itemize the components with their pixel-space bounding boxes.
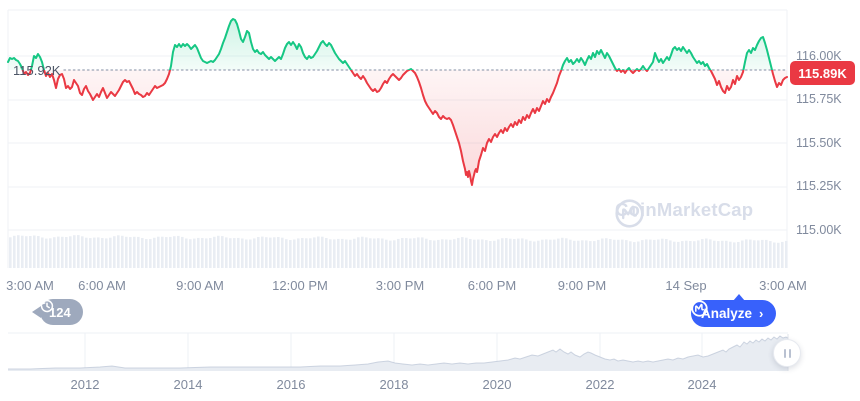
history-count: 124 xyxy=(49,304,71,320)
price-area-green xyxy=(8,19,787,70)
x-axis-label-6am: 6:00 AM xyxy=(78,278,126,293)
y-axis-label-116-00k: 116.00K xyxy=(796,49,842,63)
y-axis-label-115-75k: 115.75K xyxy=(796,92,842,106)
y-axis-label-115-00k: 115.00K xyxy=(796,223,842,237)
x-axis-label-3am-2: 3:00 AM xyxy=(759,278,807,293)
x-axis-label-6pm: 6:00 PM xyxy=(467,278,517,293)
pause-icon xyxy=(783,348,786,358)
timeline-minimap-topline xyxy=(8,335,789,370)
price-line-red xyxy=(21,70,788,186)
pause-icon xyxy=(788,348,791,358)
price-area-red xyxy=(8,70,787,185)
timeline-drag-handle[interactable] xyxy=(773,339,801,367)
year-label-2024: 2024 xyxy=(687,377,717,392)
year-label-2014: 2014 xyxy=(173,377,203,392)
history-clock-icon xyxy=(40,299,54,313)
analyze-label: Analyze xyxy=(701,306,753,321)
current-price-badge: 115.89K xyxy=(790,61,855,85)
analyze-logo-icon xyxy=(691,300,708,317)
timeline-minimap-area[interactable] xyxy=(8,336,788,371)
watermark: CoinMarketCap xyxy=(615,199,754,228)
x-axis-label-9am: 9:00 AM xyxy=(176,278,224,293)
year-label-2018: 2018 xyxy=(379,377,409,392)
baseline-price-label: 115.92K xyxy=(13,63,61,78)
grid-lines xyxy=(7,9,788,268)
x-axis-label-12pm: 12:00 PM xyxy=(272,278,328,293)
x-axis-label-14sep: 14 Sep xyxy=(665,278,707,293)
chevron-right-icon: › xyxy=(759,306,764,321)
x-axis-label-3pm: 3:00 PM xyxy=(375,278,425,293)
year-label-2016: 2016 xyxy=(276,377,306,392)
year-label-2020: 2020 xyxy=(482,377,512,392)
year-label-2022: 2022 xyxy=(585,377,615,392)
coinmarketcap-logo-icon xyxy=(615,199,644,228)
volume-bars xyxy=(9,235,788,268)
watermark-text: CoinMarketCap xyxy=(615,199,754,220)
x-axis-label-9pm: 9:00 PM xyxy=(557,278,607,293)
price-line-green xyxy=(7,18,774,70)
y-axis-label-115-25k: 115.25K xyxy=(796,179,842,193)
analyze-button[interactable]: Analyze › xyxy=(691,294,777,327)
history-count-badge[interactable]: 124 xyxy=(32,299,83,325)
year-label-2012: 2012 xyxy=(70,377,100,392)
x-axis-label-3am: 3:00 AM xyxy=(6,278,54,293)
y-axis-label-115-50k: 115.50K xyxy=(796,136,842,150)
